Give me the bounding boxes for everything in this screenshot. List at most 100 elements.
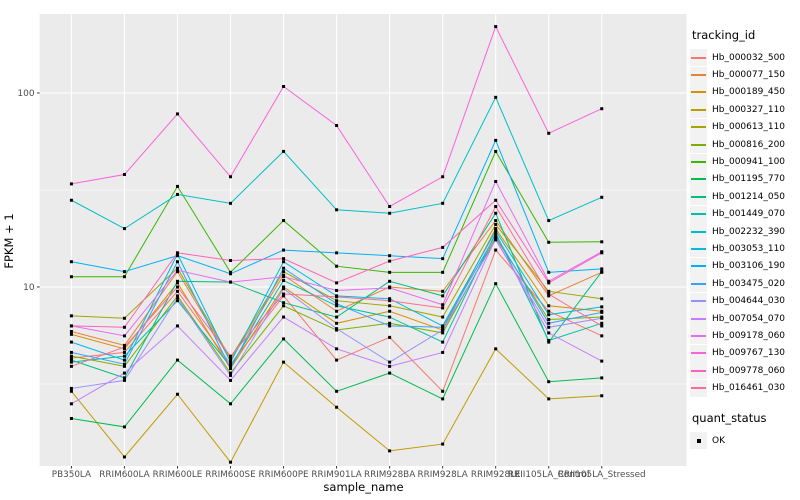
data-point [122, 334, 126, 338]
data-point [229, 364, 233, 368]
data-point [547, 131, 551, 135]
legend-label: Hb_000327_110 [712, 104, 786, 115]
data-point [600, 334, 604, 338]
legend-line-swatch [691, 282, 706, 285]
legend-key [690, 49, 707, 67]
data-point [122, 378, 126, 382]
legend-item-Hb_001449_070: Hb_001449_070 [690, 205, 800, 223]
data-point [229, 272, 233, 276]
legend-item-Hb_003053_110: Hb_003053_110 [690, 240, 800, 258]
data-point [122, 455, 126, 459]
data-point [122, 364, 126, 368]
data-point [441, 442, 445, 446]
data-point [69, 275, 73, 279]
data-point [175, 289, 179, 293]
legend-label: Hb_001214_050 [712, 191, 786, 202]
legend-key [690, 136, 707, 154]
data-point [282, 337, 286, 341]
data-point [69, 260, 73, 264]
data-point [175, 285, 179, 289]
data-point [122, 173, 126, 177]
legend-line-swatch [691, 387, 706, 390]
legend-line-swatch [691, 178, 706, 181]
data-point [282, 149, 286, 153]
data-point [335, 295, 339, 299]
data-point [441, 328, 445, 332]
legend-item-Hb_000032_500: Hb_000032_500 [690, 49, 800, 67]
legend-line-swatch [691, 91, 706, 94]
legend-key [690, 170, 707, 188]
data-point [69, 354, 73, 358]
data-point [441, 175, 445, 179]
legend-key [690, 205, 707, 223]
legend-label: Hb_016461_030 [712, 383, 786, 394]
legend-key [690, 223, 707, 241]
data-point [122, 376, 126, 380]
legend-key [690, 327, 707, 345]
x-tick-label: RRIM928LA [417, 470, 467, 480]
data-point [335, 208, 339, 212]
data-point [175, 192, 179, 196]
data-point [388, 324, 392, 328]
data-point [388, 309, 392, 313]
data-point [441, 331, 445, 335]
data-point [282, 248, 286, 252]
data-point [282, 360, 286, 364]
data-point [494, 95, 498, 99]
data-point [335, 123, 339, 127]
data-point [388, 321, 392, 325]
legend-line-swatch [691, 126, 706, 129]
y-tick-label: 100 [17, 89, 34, 99]
legend-line-swatch [691, 195, 706, 198]
data-point [600, 394, 604, 398]
data-point [441, 270, 445, 274]
data-point [122, 354, 126, 358]
data-point [122, 350, 126, 354]
data-point [600, 240, 604, 244]
legend-label: Hb_009778_060 [712, 365, 786, 376]
data-point [494, 25, 498, 29]
data-point [282, 219, 286, 223]
legend-item-quant-OK: OK [690, 432, 800, 449]
data-point [69, 416, 73, 420]
data-point [69, 350, 73, 354]
data-point [494, 222, 498, 226]
x-tick-label: RRIM600SE [205, 470, 255, 480]
data-point [122, 347, 126, 351]
legend-key [690, 275, 707, 293]
legend-label: Hb_001449_070 [712, 209, 786, 220]
legend-item-Hb_004644_030: Hb_004644_030 [690, 292, 800, 310]
legend-item-Hb_002232_390: Hb_002232_390 [690, 223, 800, 241]
data-point [69, 364, 73, 368]
data-point [69, 386, 73, 390]
data-point [282, 301, 286, 305]
y-axis-title: FPKM + 1 [2, 213, 16, 269]
data-point [122, 358, 126, 362]
legend-line-swatch [691, 230, 706, 233]
data-point [547, 325, 551, 329]
data-point [547, 380, 551, 384]
data-point [122, 371, 126, 375]
data-point [229, 358, 233, 362]
legend-item-Hb_001214_050: Hb_001214_050 [690, 188, 800, 206]
data-point [229, 373, 233, 377]
legend-line-swatch [691, 352, 706, 355]
legend-key [690, 310, 707, 328]
data-point [441, 306, 445, 310]
data-point [335, 304, 339, 308]
data-point [175, 294, 179, 298]
data-point [494, 198, 498, 202]
data-point [69, 182, 73, 186]
legend-key [690, 432, 707, 449]
legend-label: Hb_001195_770 [712, 174, 786, 185]
data-point [441, 315, 445, 319]
data-point [282, 315, 286, 319]
data-point [69, 332, 73, 336]
data-point [388, 449, 392, 453]
legend-line-swatch [691, 161, 706, 164]
data-point [494, 231, 498, 235]
legend-label: Hb_003106_190 [712, 261, 786, 272]
y-tick-label: 10 [23, 283, 35, 293]
x-tick-label: RRIM600LA [99, 470, 149, 480]
data-point [335, 327, 339, 331]
